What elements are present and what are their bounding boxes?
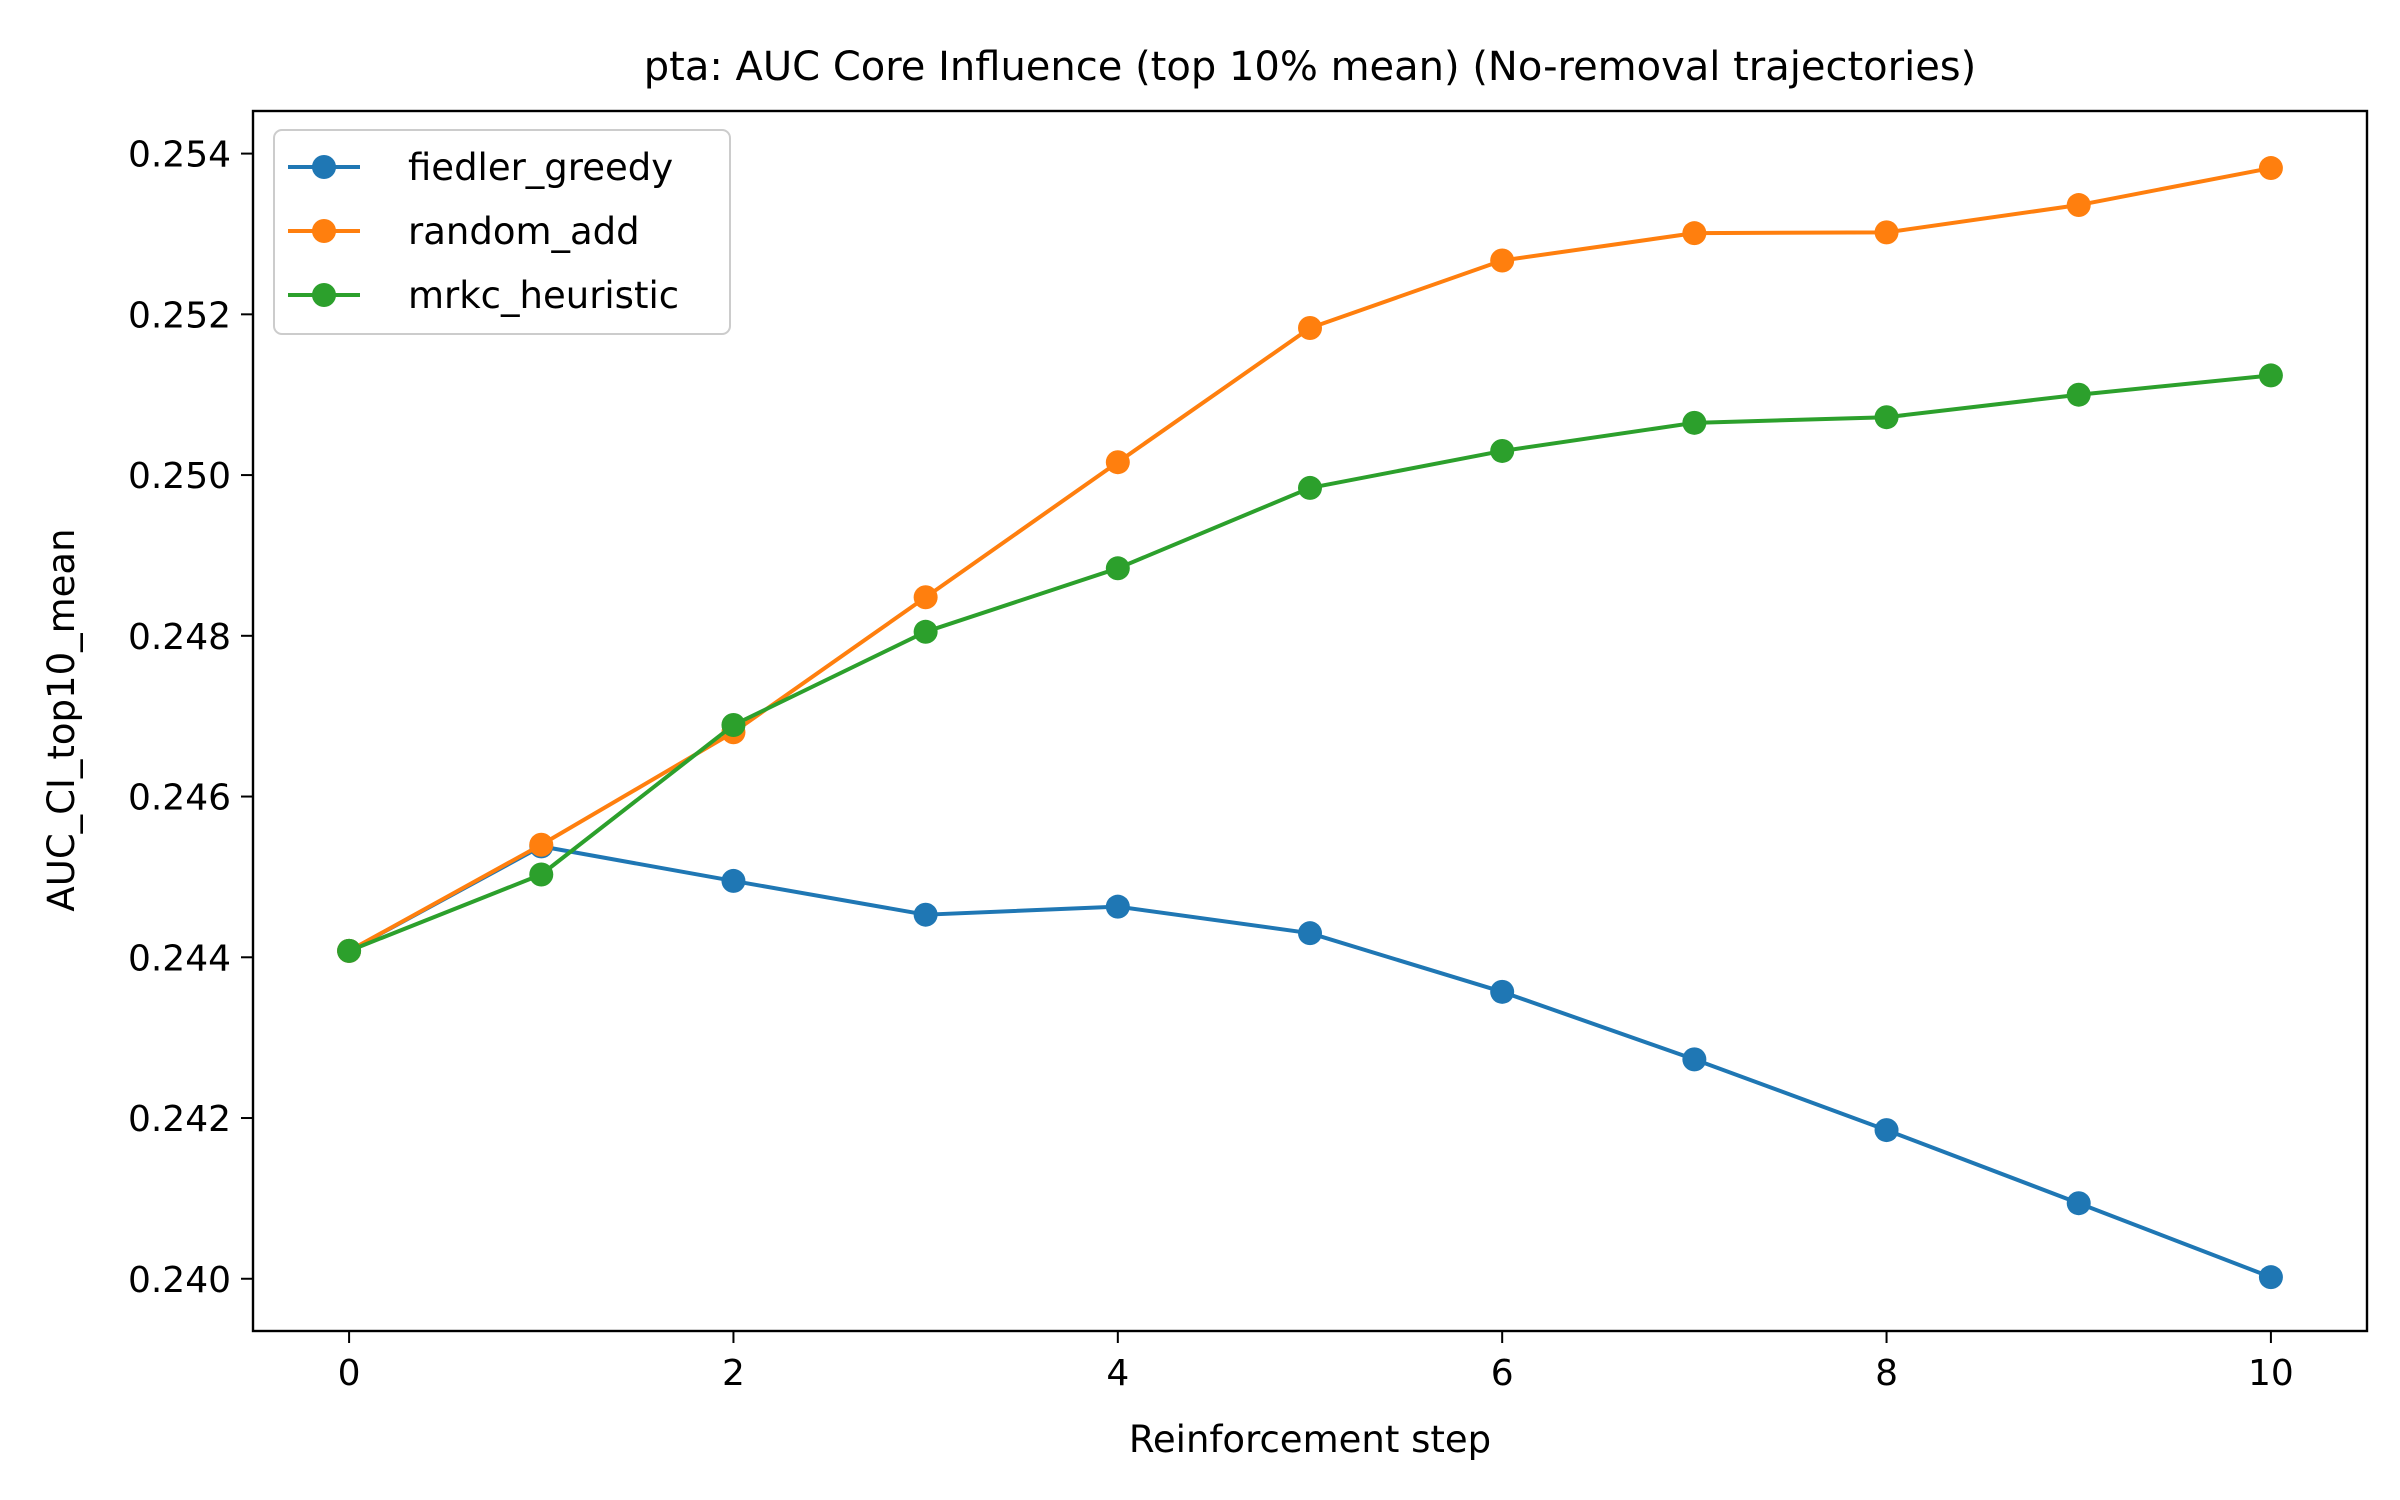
y-tick-label: 0.252 — [128, 295, 231, 336]
data-point-fiedler_greedy — [2258, 1265, 2283, 1290]
legend-swatch-marker — [312, 283, 336, 307]
data-point-mrkc_heuristic — [1682, 410, 1707, 435]
data-point-mrkc_heuristic — [1105, 556, 1130, 581]
y-tick-label: 0.244 — [128, 938, 231, 979]
series-layer — [337, 156, 2283, 1290]
data-point-mrkc_heuristic — [2258, 363, 2283, 388]
x-tick-label: 6 — [1491, 1353, 1514, 1394]
legend-item-mrkc_heuristic: mrkc_heuristic — [288, 274, 679, 317]
legend-item-random_add: random_add — [288, 210, 640, 253]
legend-frame — [273, 129, 731, 335]
data-point-mrkc_heuristic — [721, 713, 746, 738]
data-point-random_add — [1105, 450, 1130, 475]
y-tick-label: 0.250 — [128, 456, 231, 497]
data-point-random_add — [1298, 315, 1322, 340]
x-tick-label: 0 — [338, 1353, 361, 1394]
data-point-fiedler_greedy — [1874, 1118, 1899, 1143]
data-point-fiedler_greedy — [913, 902, 938, 927]
data-point-mrkc_heuristic — [1490, 438, 1515, 463]
data-point-mrkc_heuristic — [2066, 382, 2091, 407]
y-tick-label: 0.254 — [128, 135, 231, 176]
data-point-fiedler_greedy — [721, 868, 746, 893]
legend-item-fiedler_greedy: fiedler_greedy — [288, 146, 673, 189]
x-axis-label: Reinforcement step — [1129, 1418, 1491, 1461]
data-point-fiedler_greedy — [1490, 979, 1515, 1004]
data-point-fiedler_greedy — [1682, 1047, 1707, 1072]
legend-swatch-marker — [312, 155, 336, 179]
legend: fiedler_greedy random_add mrkc_heuristic — [273, 129, 731, 335]
data-point-mrkc_heuristic — [1298, 475, 1322, 500]
data-point-random_add — [2258, 156, 2283, 181]
plot-area-frame — [251, 109, 2369, 1333]
legend-label: fiedler_greedy — [408, 146, 673, 189]
legend-swatch-marker — [312, 219, 336, 243]
data-point-random_add — [1874, 220, 1899, 245]
y-tick-label: 0.246 — [128, 778, 231, 819]
series-mrkc_heuristic — [337, 363, 2283, 963]
x-tick-label: 2 — [722, 1353, 745, 1394]
data-point-fiedler_greedy — [1298, 921, 1322, 946]
y-axis: 0.240 0.242 0.244 0.246 0.248 0.250 0.252 0.254 — [128, 135, 253, 1301]
data-point-mrkc_heuristic — [337, 938, 362, 963]
y-tick-label: 0.240 — [128, 1260, 231, 1301]
x-tick-label: 4 — [1106, 1353, 1129, 1394]
y-tick-label: 0.248 — [128, 617, 231, 658]
data-point-random_add — [913, 585, 938, 610]
data-point-random_add — [1490, 248, 1515, 273]
y-axis-label: AUC_CI_top10_mean — [40, 528, 83, 911]
chart-title: pta: AUC Core Influence (top 10% mean) (… — [644, 44, 1977, 90]
data-point-mrkc_heuristic — [529, 862, 554, 887]
data-point-mrkc_heuristic — [1874, 405, 1899, 430]
data-point-random_add — [529, 832, 554, 857]
data-point-random_add — [1682, 221, 1707, 246]
x-axis: 0 2 4 6 8 10 — [338, 1331, 2294, 1394]
x-tick-label: 10 — [2248, 1353, 2294, 1394]
y-tick-label: 0.242 — [128, 1099, 231, 1140]
legend-label: random_add — [408, 210, 640, 253]
x-tick-label: 8 — [1875, 1353, 1898, 1394]
data-point-fiedler_greedy — [2066, 1191, 2091, 1216]
legend-label: mrkc_heuristic — [408, 274, 679, 317]
data-point-fiedler_greedy — [1105, 894, 1130, 919]
data-point-mrkc_heuristic — [913, 619, 938, 644]
data-point-random_add — [2066, 193, 2091, 218]
